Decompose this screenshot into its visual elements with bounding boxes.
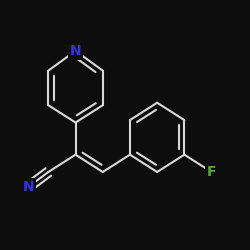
Text: N: N <box>23 180 34 194</box>
Text: N: N <box>70 44 81 58</box>
Text: F: F <box>207 165 216 179</box>
